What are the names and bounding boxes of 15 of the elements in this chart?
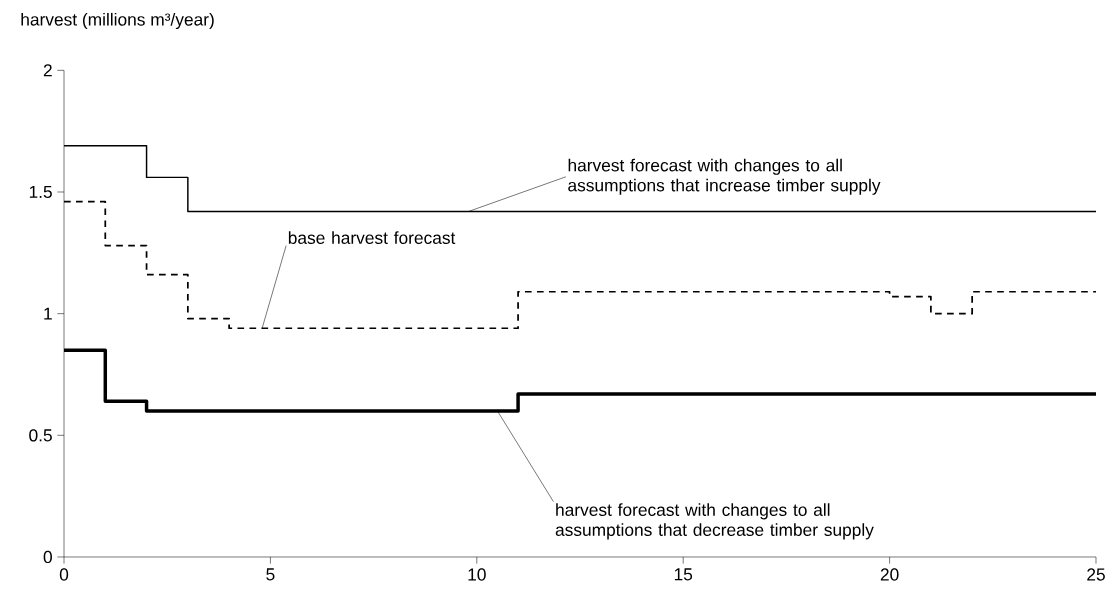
y-tick-label: 1 bbox=[44, 307, 52, 320]
y-tick-label: 0 bbox=[43, 550, 52, 564]
x-tick-label: 20 bbox=[880, 568, 899, 581]
x-tick-label: 0 bbox=[59, 568, 69, 581]
y-tick-label: 1.5 bbox=[29, 185, 52, 199]
x-tick-label: 5 bbox=[266, 568, 275, 581]
y-axis-title: harvest (millions m³/year) bbox=[21, 12, 214, 30]
annotation: harvest forecast with changes to all assumptions that decrease timber supply bbox=[555, 503, 874, 540]
x-tick-label: 25 bbox=[1087, 568, 1105, 581]
annotation: base harvest forecast bbox=[288, 231, 456, 244]
y-tick-label: 2 bbox=[43, 64, 52, 77]
x-tick-label: 15 bbox=[674, 568, 693, 581]
x-tick-label: 10 bbox=[468, 568, 486, 581]
annotation: harvest forecast with changes to all assumptions that increase timber supply bbox=[568, 158, 881, 195]
y-tick-label: 0.5 bbox=[29, 429, 52, 442]
